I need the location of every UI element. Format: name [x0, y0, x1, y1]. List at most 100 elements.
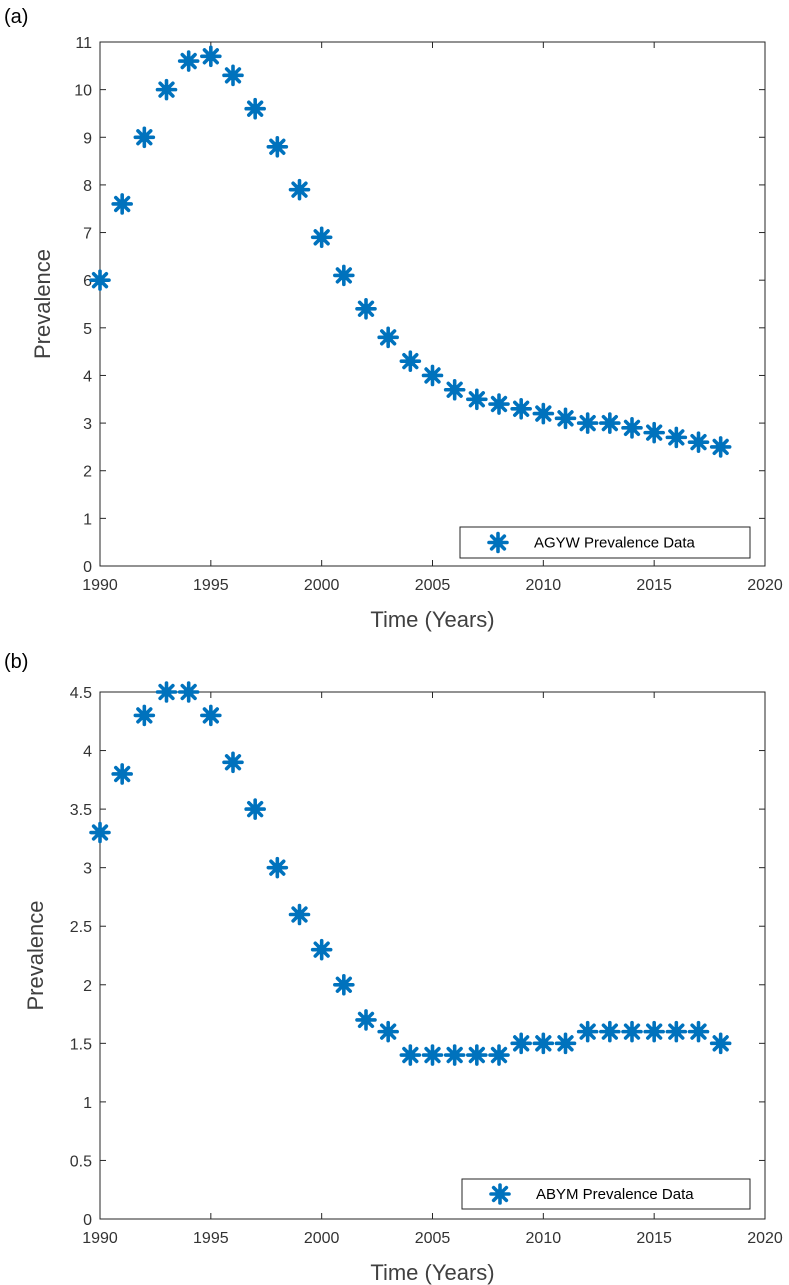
panel-b-label: (b) — [4, 651, 29, 673]
legend: ABYM Prevalence Data — [461, 1178, 751, 1210]
y-tick-label: 8 — [83, 178, 92, 195]
data-point — [377, 1020, 399, 1043]
y-tick-label: 5 — [83, 321, 92, 338]
x-tick-label: 2000 — [304, 1230, 340, 1247]
data-point — [687, 431, 710, 453]
data-point — [266, 856, 289, 879]
data-point — [687, 1020, 710, 1043]
data-point — [333, 973, 355, 996]
y-tick-label: 1 — [83, 1095, 92, 1112]
y-tick-label: 9 — [83, 130, 92, 147]
chart-panel-b: 1990 1995 2000 2005 2010 2015 2020 0 0.5 1 1.5 2 2.5… — [23, 681, 783, 1285]
data-point — [111, 763, 133, 785]
x-tick-label: 2010 — [526, 1230, 562, 1247]
data-point — [222, 751, 244, 774]
data-point — [621, 417, 643, 439]
data-point — [399, 1044, 422, 1066]
data-point — [288, 903, 311, 926]
data-point — [488, 393, 510, 415]
x-tick-label: 2015 — [636, 1230, 672, 1247]
y-tick-label: 1 — [83, 511, 92, 528]
y-tick-label: 3.5 — [70, 802, 92, 819]
x-tick-label: 2020 — [747, 577, 783, 594]
data-point — [89, 821, 111, 844]
data-point — [532, 1032, 555, 1055]
data-point — [89, 269, 111, 291]
data-point — [599, 412, 621, 434]
data-point — [288, 178, 311, 201]
legend-label: ABYM Prevalence Data — [536, 1186, 694, 1203]
data-point — [155, 78, 178, 101]
y-tick-label: 3 — [83, 861, 92, 878]
data-point — [576, 1020, 599, 1043]
x-tick-label: 2000 — [304, 577, 340, 594]
data-point — [399, 350, 422, 372]
data-point — [244, 798, 266, 820]
data-point — [310, 226, 333, 249]
data-point — [488, 1044, 510, 1066]
y-tick-label: 2 — [83, 978, 92, 995]
plot-area — [99, 691, 766, 1220]
data-point — [200, 45, 222, 68]
data-point — [310, 938, 333, 961]
y-tick-label: 4 — [83, 368, 92, 385]
y-axis-title: Prevalence — [30, 249, 55, 359]
plot-area — [99, 41, 766, 567]
x-tick-label: 2005 — [415, 577, 451, 594]
data-point — [333, 264, 355, 287]
data-point — [421, 364, 444, 387]
y-tick-label: 10 — [74, 83, 92, 100]
data-point — [111, 193, 133, 215]
y-tick-label: 7 — [83, 226, 92, 243]
x-tick-label: 2010 — [526, 577, 562, 594]
data-point — [200, 704, 222, 727]
y-tick-label: 0 — [83, 559, 92, 576]
y-tick-label: 2 — [83, 464, 92, 481]
legend-label: AGYW Prevalence Data — [534, 535, 696, 552]
data-point — [133, 704, 156, 727]
data-point — [510, 397, 532, 420]
x-axis-title: Time (Years) — [370, 1260, 494, 1285]
data-point — [466, 1044, 488, 1066]
x-tick-label: 2020 — [747, 1230, 783, 1247]
data-point — [155, 681, 178, 703]
x-axis-title: Time (Years) — [370, 607, 494, 632]
data-point — [244, 97, 266, 120]
y-tick-label: 1.5 — [70, 1036, 92, 1053]
data-point — [377, 326, 399, 349]
data-point — [576, 412, 599, 434]
data-point — [177, 681, 200, 703]
y-tick-label: 6 — [83, 273, 92, 290]
y-tick-label: 2.5 — [70, 919, 92, 936]
data-point — [709, 436, 732, 458]
y-tick-label: 3 — [83, 416, 92, 433]
x-tick-label: 1995 — [193, 1230, 229, 1247]
x-tick-label: 2005 — [415, 1230, 451, 1247]
panel-a-label: (a) — [4, 6, 29, 28]
x-tick-label: 1990 — [82, 1230, 118, 1247]
data-point — [466, 388, 488, 411]
legend-marker — [487, 531, 509, 554]
data-point — [643, 1020, 665, 1043]
data-point — [421, 1044, 444, 1066]
y-axis-title: Prevalence — [23, 900, 48, 1010]
data-point — [355, 1009, 377, 1031]
data-point — [599, 1020, 621, 1043]
data-point — [665, 1020, 688, 1043]
y-tick-label: 4.5 — [70, 685, 92, 702]
legend-marker — [489, 1183, 511, 1205]
data-point — [554, 407, 577, 430]
legend: AGYW Prevalence Data — [459, 526, 751, 559]
chart-panel-a: 1990 1995 2000 2005 2010 2015 2020 0 1 2 3 4 5 6 7 8 9 10… — [30, 35, 783, 632]
x-tick-label: 1995 — [193, 577, 229, 594]
x-tick-label: 2015 — [636, 577, 672, 594]
data-point — [222, 64, 244, 87]
data-point — [665, 426, 688, 449]
data-point — [443, 378, 466, 401]
y-tick-label: 11 — [75, 35, 92, 52]
y-tick-label: 4 — [83, 744, 92, 761]
data-point — [266, 136, 289, 158]
data-point — [621, 1020, 643, 1043]
data-point — [532, 402, 555, 425]
